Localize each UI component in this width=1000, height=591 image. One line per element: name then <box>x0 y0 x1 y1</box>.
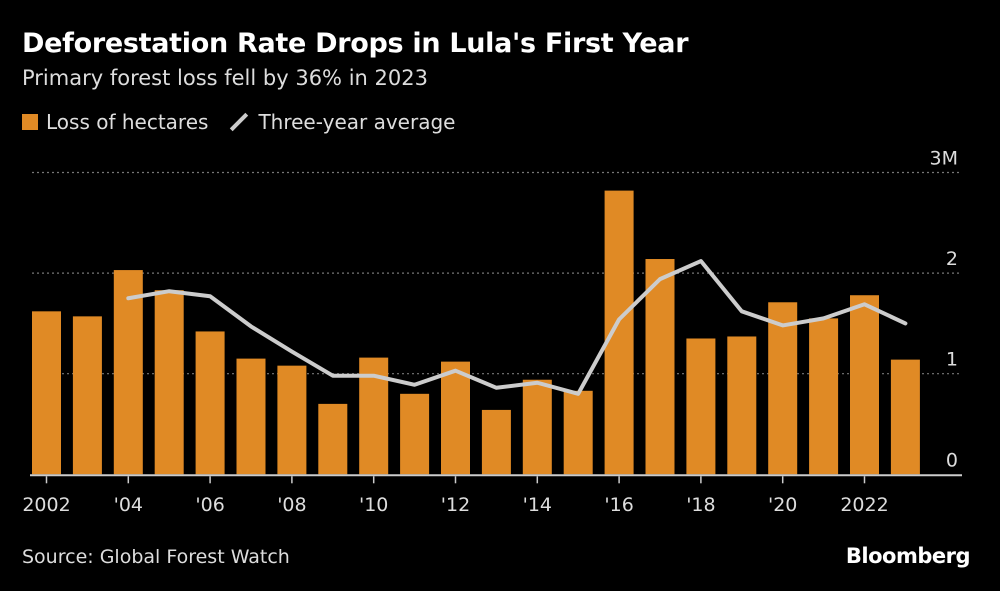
bar-2015 <box>563 390 593 475</box>
bar-2017 <box>645 259 675 475</box>
bar-2019 <box>727 336 757 475</box>
bloomberg-logo: Bloomberg <box>845 544 971 568</box>
legend: Loss of hectares Three-year average <box>22 110 455 134</box>
bar-2002 <box>32 311 61 475</box>
bar-2005 <box>154 290 184 475</box>
bar-2007 <box>236 358 266 475</box>
three-year-average-line <box>126 259 908 396</box>
y-tick-label: 3M <box>930 148 958 170</box>
bar-2022 <box>850 295 879 475</box>
y-tick-label: 0 <box>946 449 958 471</box>
x-tick-label: '12 <box>441 494 470 516</box>
chart-subtitle: Primary forest loss fell by 36% in 2023 <box>22 66 428 90</box>
bar-2011 <box>400 393 430 475</box>
bar-2003 <box>72 316 102 475</box>
x-tick-label: '16 <box>604 494 633 516</box>
bar-2009 <box>318 403 348 475</box>
bar-2013 <box>481 409 511 475</box>
bar-2021 <box>809 318 839 475</box>
bar-2023 <box>890 359 920 475</box>
chart-title: Deforestation Rate Drops in Lula's First… <box>22 28 689 59</box>
bar-2014 <box>522 379 552 475</box>
bar-2018 <box>686 338 716 475</box>
x-tick-label: 2022 <box>840 494 888 516</box>
x-tick-label: '14 <box>523 494 552 516</box>
x-tick-label: 2002 <box>22 494 70 516</box>
bar-2020 <box>768 302 798 475</box>
x-tick-label: '06 <box>195 494 224 516</box>
bar-2016 <box>604 190 634 475</box>
y-tick-label: 2 <box>946 248 958 270</box>
bar-2004 <box>113 270 143 475</box>
x-tick-label: '20 <box>768 494 797 516</box>
x-tick-label: '08 <box>277 494 306 516</box>
legend-bar-swatch <box>22 114 38 130</box>
x-tick-label: '04 <box>114 494 143 516</box>
bar-2006 <box>195 331 225 475</box>
legend-bar-label: Loss of hectares <box>46 110 209 134</box>
x-tick-label: '18 <box>686 494 715 516</box>
x-tick-label: '10 <box>359 494 388 516</box>
bar-2008 <box>277 365 307 475</box>
y-tick-label: 1 <box>946 349 958 371</box>
legend-line-label: Three-year average <box>258 110 456 134</box>
source-note: Source: Global Forest Watch <box>22 546 290 568</box>
bar-2012 <box>441 361 470 475</box>
